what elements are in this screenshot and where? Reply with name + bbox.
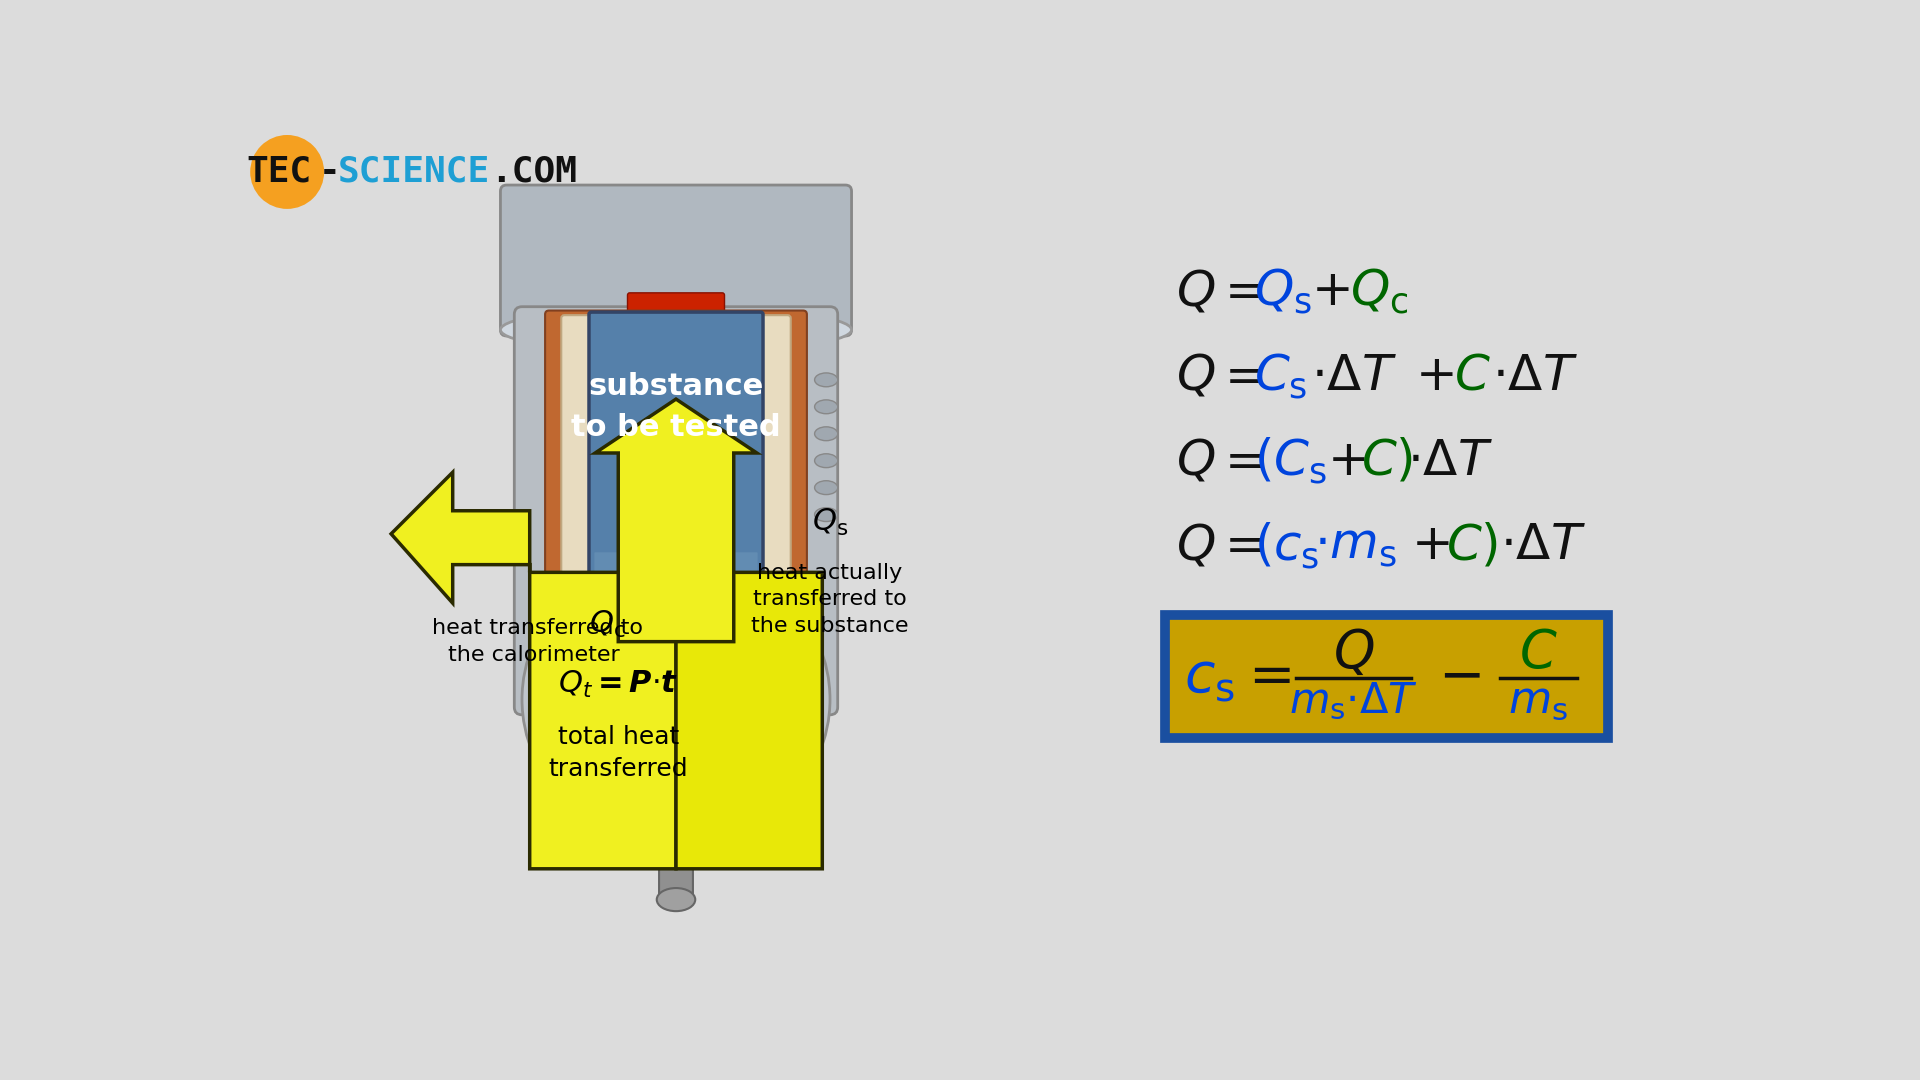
Text: $+$: $+$ [1311,268,1350,315]
Text: heat transferred to
the calorimeter: heat transferred to the calorimeter [432,619,643,665]
Text: $Q_\mathrm{c}$: $Q_\mathrm{c}$ [1350,267,1407,316]
Text: ${\cdot}\Delta T$: ${\cdot}\Delta T$ [1500,522,1586,569]
Text: $Q$: $Q$ [1177,522,1215,569]
Text: $m_\mathrm{s}{\cdot}\Delta T$: $m_\mathrm{s}{\cdot}\Delta T$ [1288,680,1419,721]
Text: $(c_\mathrm{s}$: $(c_\mathrm{s}$ [1254,521,1319,570]
FancyBboxPatch shape [561,315,791,699]
Polygon shape [595,400,756,642]
FancyBboxPatch shape [659,766,693,903]
Polygon shape [626,514,726,572]
Text: -: - [319,154,340,189]
Text: $\boldsymbol{Q_t}$$\boldsymbol{=P{\cdot}t}$: $\boldsymbol{Q_t}$$\boldsymbol{=P{\cdot}… [559,669,678,700]
Polygon shape [676,514,822,868]
Text: $=$: $=$ [1215,436,1263,485]
Text: $Q$: $Q$ [1332,627,1375,679]
Text: .COM: .COM [490,154,578,189]
Text: $+$: $+$ [1415,352,1453,400]
Text: ${\cdot}\Delta T$: ${\cdot}\Delta T$ [1492,352,1578,400]
Text: substance
to be tested: substance to be tested [570,372,781,442]
Ellipse shape [814,400,837,414]
Text: $(C_\mathrm{s}$: $(C_\mathrm{s}$ [1254,435,1327,486]
FancyBboxPatch shape [501,185,852,336]
Polygon shape [392,472,530,603]
Text: $C)$: $C)$ [1446,522,1498,569]
Polygon shape [530,514,676,868]
Text: $Q$: $Q$ [1177,436,1215,485]
Text: $+$: $+$ [1327,436,1365,485]
Ellipse shape [522,553,829,846]
Ellipse shape [584,723,707,815]
Ellipse shape [814,373,837,387]
Text: ${\cdot}m_\mathrm{s}$: ${\cdot}m_\mathrm{s}$ [1313,522,1396,569]
Ellipse shape [657,888,695,912]
Text: $=$: $=$ [1215,268,1263,315]
Text: heat actually
transferred to
the substance: heat actually transferred to the substan… [751,563,908,636]
Text: ${\cdot}\Delta T$: ${\cdot}\Delta T$ [1311,352,1398,400]
Ellipse shape [501,307,852,353]
Text: $\boldsymbol{Q_{\mathrm{s}}}$: $\boldsymbol{Q_{\mathrm{s}}}$ [812,507,849,538]
Text: $=$: $=$ [1215,522,1263,569]
Text: total heat
transferred: total heat transferred [549,726,687,781]
Text: $Q$: $Q$ [1177,268,1215,315]
Text: $-$: $-$ [1438,649,1480,703]
Ellipse shape [814,508,837,522]
Text: $C_\mathrm{s}$: $C_\mathrm{s}$ [1254,351,1308,401]
Text: $c_\mathrm{s}$: $c_\mathrm{s}$ [1185,649,1235,703]
Circle shape [250,135,324,208]
Text: $Q$: $Q$ [1177,352,1215,400]
Text: $m_\mathrm{s}$: $m_\mathrm{s}$ [1509,679,1569,723]
Ellipse shape [814,427,837,441]
Text: SCIENCE: SCIENCE [338,154,490,189]
Text: $\boldsymbol{Q_{\mathrm{c}}}$: $\boldsymbol{Q_{\mathrm{c}}}$ [589,609,624,640]
Ellipse shape [589,639,762,667]
FancyBboxPatch shape [515,307,837,715]
Text: ${\cdot}\Delta T$: ${\cdot}\Delta T$ [1407,436,1494,485]
FancyBboxPatch shape [589,312,762,656]
Text: $C)$: $C)$ [1361,436,1413,485]
Text: $+$: $+$ [1411,522,1450,569]
Text: TEC: TEC [248,154,313,189]
Text: $=$: $=$ [1215,352,1263,400]
FancyBboxPatch shape [545,311,806,707]
Ellipse shape [814,481,837,495]
Text: $C$: $C$ [1519,627,1557,679]
FancyBboxPatch shape [628,293,724,321]
Text: $C$: $C$ [1453,352,1490,400]
FancyBboxPatch shape [1165,615,1607,738]
Ellipse shape [814,454,837,468]
Text: $Q_\mathrm{s}$: $Q_\mathrm{s}$ [1254,267,1311,316]
FancyBboxPatch shape [595,552,758,646]
Text: $=$: $=$ [1238,649,1292,703]
